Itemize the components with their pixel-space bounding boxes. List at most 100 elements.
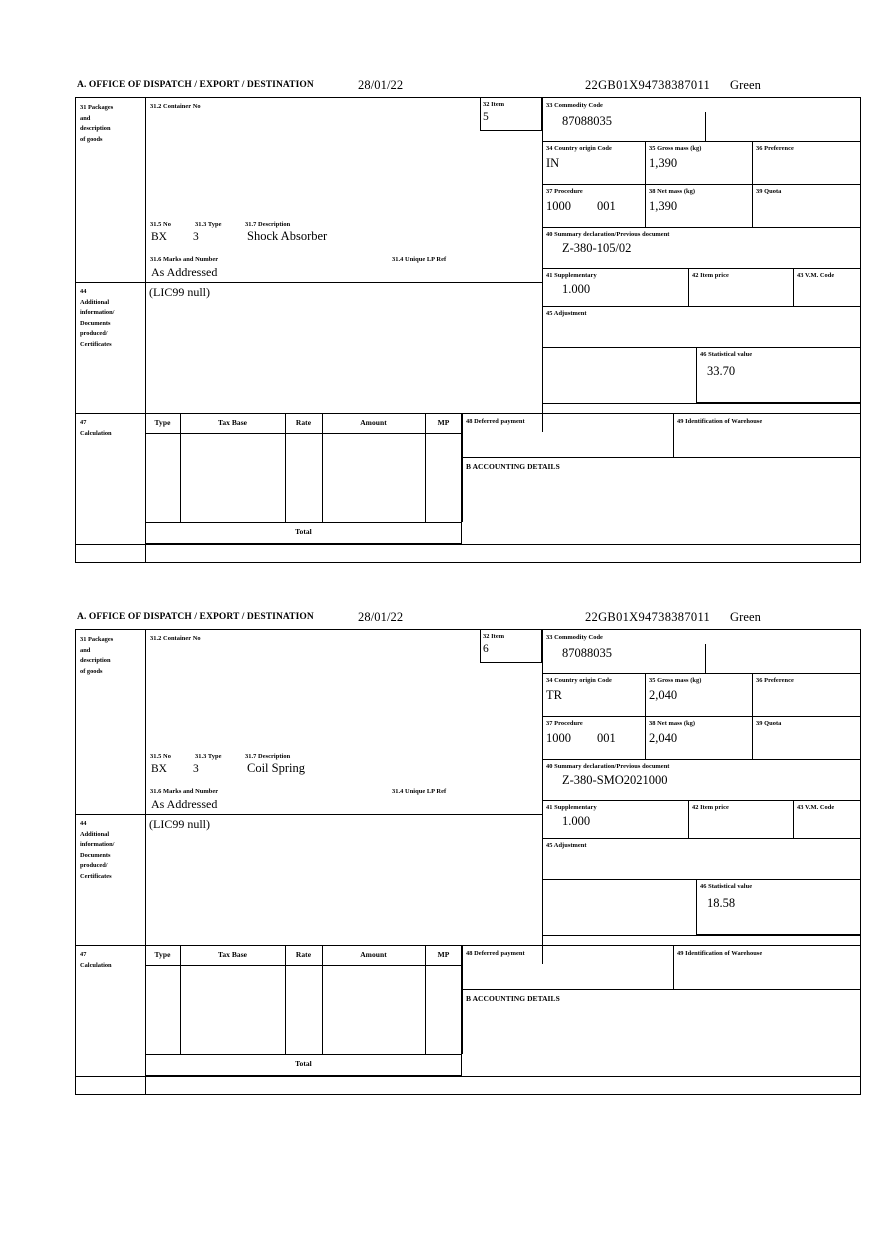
right-column-divider <box>542 97 544 432</box>
box31-label: 31 Packages and description of goods <box>80 635 146 677</box>
box49-warehouse-label: 49 Identification of Warehouse <box>677 950 763 957</box>
box33-commodity-code-value: 87088035 <box>562 114 612 128</box>
box32-item <box>480 97 542 131</box>
box37-procedure-value: 1000 <box>546 199 571 213</box>
calc-total-divider <box>145 1054 462 1056</box>
box39-quota-label: 39 Quota <box>756 720 782 727</box>
box31-4-lpref-label: 31.4 Unique LP Ref <box>392 788 447 795</box>
box31-label-divider <box>145 629 147 1095</box>
movement-reference-number: 22GB01X94738387011 <box>585 610 711 624</box>
calc-header-mp: MP <box>437 950 450 959</box>
box31-label-line2: and <box>80 646 91 654</box>
box40-bottom <box>542 268 861 270</box>
box48-49-divider <box>673 413 675 457</box>
calc-col-taxbase-right <box>285 945 287 1054</box>
statistical-area-dotted-left <box>542 879 543 964</box>
box38-net-mass-label: 38 Net mass (kg) <box>649 188 696 195</box>
box44-label-line4: Documents <box>80 319 111 327</box>
box31-2-container-no-label: 31.2 Container No <box>150 103 201 110</box>
calc-total-divider <box>145 522 462 524</box>
box31-label-divider <box>145 97 147 563</box>
box48-bottom <box>462 989 861 991</box>
box42-item-price-label: 42 Item price <box>692 272 729 279</box>
sheet-header: A. OFFICE OF DISPATCH / EXPORT / DESTINA… <box>75 78 861 97</box>
box31-label: 31 Packages and description of goods <box>80 103 146 145</box>
box42-43-divider <box>793 800 795 838</box>
box40-previous-document-value: Z-380-105/02 <box>562 241 632 255</box>
box31-label-line4: of goods <box>80 667 103 675</box>
box46-statistical-value-amount: 33.70 <box>707 364 736 378</box>
box34-country-origin-label: 34 Country origin Code <box>546 145 612 152</box>
box47-top-divider <box>75 945 861 947</box>
box31-box44-divider <box>75 282 542 284</box>
box41-supplementary-value: 1.000 <box>562 814 591 828</box>
box45-adjustment-label: 45 Adjustment <box>546 842 587 849</box>
box48-49-divider <box>673 945 675 989</box>
calc-header-mp: MP <box>437 418 450 427</box>
box41-42-divider <box>688 800 690 838</box>
box40-previous-document-value: Z-380-SMO2021000 <box>562 773 668 787</box>
sheet-bottom-edge <box>75 544 861 546</box>
box31-5-no-value: BX <box>151 231 167 243</box>
box31-6-marks-value: As Addressed <box>151 265 218 279</box>
box48-deferred-payment-label: 48 Deferred payment <box>466 418 525 425</box>
sheet-bottom-edge <box>75 1076 861 1078</box>
box44-label-line1: 44 <box>80 288 87 295</box>
calc-col-amount-right <box>425 945 427 1054</box>
statistical-area-dotted-top <box>542 347 698 348</box>
box33-commodity-code-label: 33 Commodity Code <box>546 634 603 641</box>
box31-7-description-value: Coil Spring <box>247 761 305 775</box>
box43-vm-code-label: 43 V.M. Code <box>797 272 835 279</box>
box40-bottom <box>542 800 861 802</box>
box32-item-value: 5 <box>483 111 489 123</box>
office-of-dispatch-label: A. OFFICE OF DISPATCH / EXPORT / DESTINA… <box>77 80 314 90</box>
calc-col-rate-right <box>322 413 324 522</box>
box44-label-line6: Certificates <box>80 340 112 348</box>
calc-total-label: Total <box>295 1059 312 1068</box>
box31-2-container-no-label: 31.2 Container No <box>150 635 201 642</box>
box32-top-edge <box>480 97 542 99</box>
box33-commodity-code-value: 87088035 <box>562 646 612 660</box>
box46-statistical-value-label: 46 Statistical value <box>700 883 753 890</box>
calc-header-bottom <box>145 433 462 435</box>
box32-item-label: 32 Item <box>483 633 505 640</box>
box37-procedure-extra: 001 <box>597 199 616 213</box>
box48-left-divider <box>462 945 464 1054</box>
box31-4-lpref-label: 31.4 Unique LP Ref <box>392 256 447 263</box>
box47-label: 47 Calculation <box>80 950 146 971</box>
calc-header-bottom <box>145 965 462 967</box>
box35-gross-mass-label: 35 Gross mass (kg) <box>649 145 702 152</box>
box34-country-origin-value: TR <box>546 688 562 702</box>
box40-previous-document-label: 40 Summary declaration/Previous document <box>546 231 670 238</box>
box32-item-label: 32 Item <box>483 101 505 108</box>
box32-top-edge <box>480 629 542 631</box>
calc-header-type: Type <box>154 418 171 427</box>
box35-gross-mass-value: 2,040 <box>649 688 678 702</box>
box37-procedure-label: 37 Procedure <box>546 720 583 727</box>
upper-section-bottom <box>542 403 861 405</box>
box46-statistical-value-amount: 18.58 <box>707 896 736 910</box>
box31-box44-divider <box>75 814 542 816</box>
box44-additional-information: (LIC99 null) <box>149 817 210 831</box>
box31-3-type-value: 3 <box>193 763 199 775</box>
calc-header-tax-base: Tax Base <box>217 950 248 959</box>
box31-3-type-value: 3 <box>193 231 199 243</box>
box41-bottom <box>542 306 861 308</box>
calc-col-type-right <box>180 945 182 1054</box>
box44-label-line4: Documents <box>80 851 111 859</box>
box44-label-line3: information/ <box>80 841 115 848</box>
box43-vm-code-label: 43 V.M. Code <box>797 804 835 811</box>
box35-36-divider <box>752 673 754 759</box>
box42-43-divider <box>793 268 795 306</box>
box44-label-line1: 44 <box>80 820 87 827</box>
routing-status: Green <box>730 610 762 624</box>
box40-previous-document-label: 40 Summary declaration/Previous document <box>546 763 670 770</box>
box31-5-no-value: BX <box>151 763 167 775</box>
box44-label-line5: produced/ <box>80 330 108 337</box>
box35-gross-mass-value: 1,390 <box>649 156 678 170</box>
box44-label: 44 Additional information/ Documents pro… <box>80 287 146 350</box>
box31-label-line1: 31 Packages <box>80 636 114 643</box>
box34-35-divider <box>645 141 647 227</box>
calc-header-tax-base: Tax Base <box>217 418 248 427</box>
